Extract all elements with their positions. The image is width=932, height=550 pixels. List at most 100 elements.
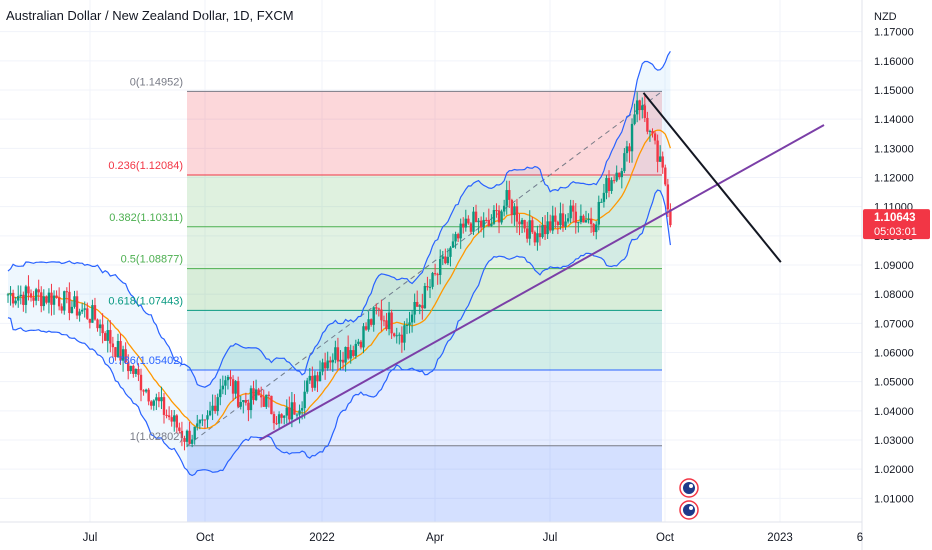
candle-body — [605, 178, 608, 193]
candle-body — [208, 410, 212, 416]
candle-body — [472, 211, 475, 232]
candle-body — [518, 221, 521, 225]
candle-body — [290, 402, 294, 420]
candle-body — [625, 146, 629, 154]
candle-body — [439, 258, 442, 275]
fib-label: 0.382(1.10311) — [109, 212, 183, 224]
candle-body — [533, 232, 537, 243]
event-icons[interactable] — [679, 478, 699, 520]
candle-body — [339, 359, 342, 362]
candle-body — [306, 380, 309, 392]
candle-body — [641, 105, 644, 111]
candle-body — [385, 320, 388, 330]
candle-body — [610, 180, 613, 192]
candle-body — [357, 341, 360, 344]
price-tick-label: 1.09000 — [874, 260, 914, 272]
price-tick-label: 1.01000 — [874, 493, 914, 505]
candle-body — [623, 153, 626, 172]
candle-body — [577, 222, 580, 224]
candle-body — [65, 291, 69, 293]
candle-body — [98, 324, 102, 329]
candle-body — [9, 292, 12, 295]
candle-body — [114, 347, 117, 358]
time-axis[interactable]: Jul Oct 2022 Apr Jul Oct 2023 6 — [0, 521, 863, 544]
candle-body — [364, 326, 368, 330]
candle-body — [418, 305, 421, 307]
candle-body — [224, 380, 227, 386]
candle-body — [513, 206, 516, 216]
candle-body — [664, 167, 667, 185]
trendlines[interactable] — [259, 92, 825, 441]
candle-body — [584, 220, 588, 223]
candle-body — [88, 318, 92, 323]
candle-body — [479, 220, 483, 228]
time-tick-label: Apr — [426, 532, 444, 544]
candle-body — [628, 146, 631, 152]
time-tick-label: Jul — [83, 532, 98, 544]
candle-body — [83, 308, 86, 310]
currency-label: NZD — [874, 11, 897, 23]
candle-body — [423, 285, 427, 309]
candle-body — [155, 397, 158, 401]
time-tick-label: Oct — [656, 532, 675, 544]
candle-body — [554, 215, 557, 222]
candle-body — [646, 117, 649, 132]
trendline-uptrend[interactable] — [259, 124, 825, 441]
candle-body — [620, 171, 624, 178]
candle-body — [467, 218, 470, 224]
band-fill — [8, 51, 671, 476]
candle-body — [444, 256, 447, 264]
candle-body — [196, 423, 199, 427]
candle-body — [277, 414, 281, 424]
candle-body — [244, 400, 248, 403]
candle-body — [658, 156, 662, 162]
candle-body — [405, 325, 409, 327]
price-tick-label: 1.06000 — [874, 348, 914, 360]
flag-star-icon — [689, 484, 693, 488]
candle-body — [160, 397, 163, 402]
last-price-tag[interactable] — [863, 209, 930, 240]
candle-body — [410, 314, 414, 323]
candle-body — [413, 301, 416, 315]
candle-body — [495, 210, 498, 212]
candle-body — [643, 105, 647, 118]
candle-body — [597, 201, 600, 225]
candle-body — [272, 414, 276, 424]
candle-body — [462, 223, 465, 228]
candle-body — [477, 220, 480, 223]
candle-body — [124, 349, 127, 363]
fib-zone-extension — [187, 445, 662, 522]
candle-body — [589, 218, 593, 225]
candle-body — [387, 312, 391, 330]
candle-body — [60, 306, 63, 311]
candle-body — [101, 324, 104, 334]
candle-body — [536, 233, 539, 243]
candle-body — [249, 388, 253, 411]
candle-body — [433, 273, 437, 275]
candle-body — [566, 218, 570, 222]
candle-body — [45, 296, 48, 303]
time-tick-label: 2023 — [767, 532, 793, 544]
price-axis[interactable]: NZD 1.17000 1.16000 1.15000 1.14000 1.13000 1.… — [861, 0, 932, 550]
candle-body — [551, 215, 554, 231]
candle-body — [295, 414, 299, 416]
candle-body — [502, 205, 506, 212]
candle-body — [283, 415, 286, 418]
candle-body — [515, 206, 519, 222]
candle-body — [103, 333, 107, 341]
candle-body — [359, 341, 363, 348]
candle-body — [607, 178, 611, 192]
candle-body — [167, 415, 171, 418]
candle-body — [162, 397, 166, 415]
trendline-downtrend[interactable] — [642, 92, 782, 263]
candle-body — [572, 205, 575, 212]
candle-body — [91, 305, 94, 323]
candle-body — [362, 326, 365, 348]
candle-body — [170, 417, 173, 422]
candle-body — [300, 408, 304, 411]
candle-body — [129, 365, 132, 372]
candle-body — [201, 419, 204, 421]
candle-body — [242, 400, 245, 402]
candle-body — [375, 307, 378, 309]
